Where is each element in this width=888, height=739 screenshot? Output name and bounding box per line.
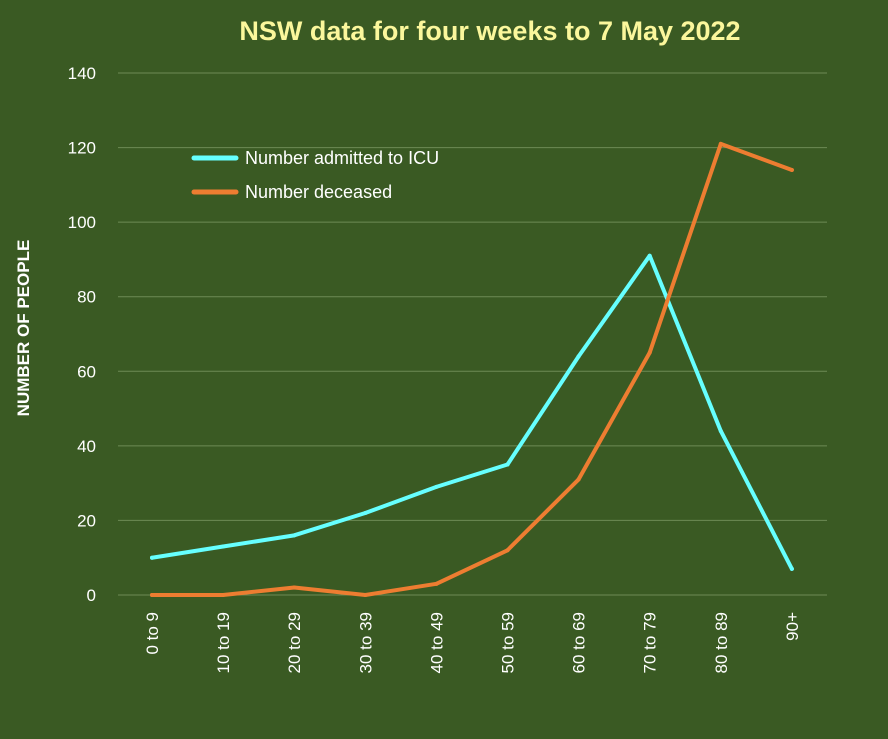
y-tick-label: 20 [77, 511, 96, 530]
y-tick-label: 80 [77, 288, 96, 307]
data-point [150, 593, 154, 597]
x-tick-label: 30 to 39 [356, 612, 375, 673]
y-tick-label: 100 [68, 213, 96, 232]
data-point [718, 428, 723, 433]
data-point [718, 141, 723, 146]
data-point [150, 555, 154, 560]
x-tick-label: 0 to 9 [143, 612, 162, 655]
x-tick-label: 80 to 89 [712, 612, 731, 673]
x-tick-label: 70 to 79 [641, 612, 660, 673]
data-point [434, 581, 439, 586]
data-point [292, 533, 297, 538]
data-point [576, 477, 581, 482]
y-tick-label: 0 [87, 586, 96, 605]
series-lines [150, 141, 794, 597]
data-point [505, 462, 510, 467]
x-tick-label: 60 to 69 [570, 612, 589, 673]
data-point [221, 593, 226, 597]
data-point [505, 548, 510, 553]
grid-lines [118, 72, 827, 596]
data-point [292, 585, 297, 590]
x-tick-label: 40 to 49 [427, 612, 446, 673]
data-point [789, 566, 794, 571]
y-axis-label: NUMBER OF PEOPLE [14, 240, 33, 417]
y-tick-label: 40 [77, 437, 96, 456]
data-point [221, 544, 226, 549]
data-point [434, 484, 439, 489]
series-line-deceased [150, 141, 794, 597]
legend: Number admitted to ICU Number deceased [191, 148, 439, 202]
y-axis-ticks: 0 20 40 60 80 100 120 140 [68, 64, 96, 605]
chart-title: NSW data for four weeks to 7 May 2022 [239, 16, 740, 46]
data-point [363, 510, 368, 515]
data-point [576, 354, 581, 359]
x-tick-label: 20 to 29 [285, 612, 304, 673]
data-point [647, 350, 652, 355]
x-tick-label: 90+ [783, 612, 802, 641]
data-point [363, 593, 368, 597]
y-tick-label: 120 [68, 139, 96, 158]
series-line-icu [150, 253, 794, 571]
x-axis-ticks: 0 to 9 10 to 19 20 to 29 30 to 39 40 to 49 50… [143, 612, 802, 674]
x-tick-label: 50 to 59 [499, 612, 518, 673]
x-tick-label: 10 to 19 [214, 612, 233, 673]
legend-label: Number admitted to ICU [245, 148, 439, 168]
data-point [789, 167, 794, 172]
legend-label: Number deceased [245, 182, 392, 202]
data-point [647, 253, 652, 258]
y-tick-label: 140 [68, 64, 96, 83]
y-tick-label: 60 [77, 362, 96, 381]
